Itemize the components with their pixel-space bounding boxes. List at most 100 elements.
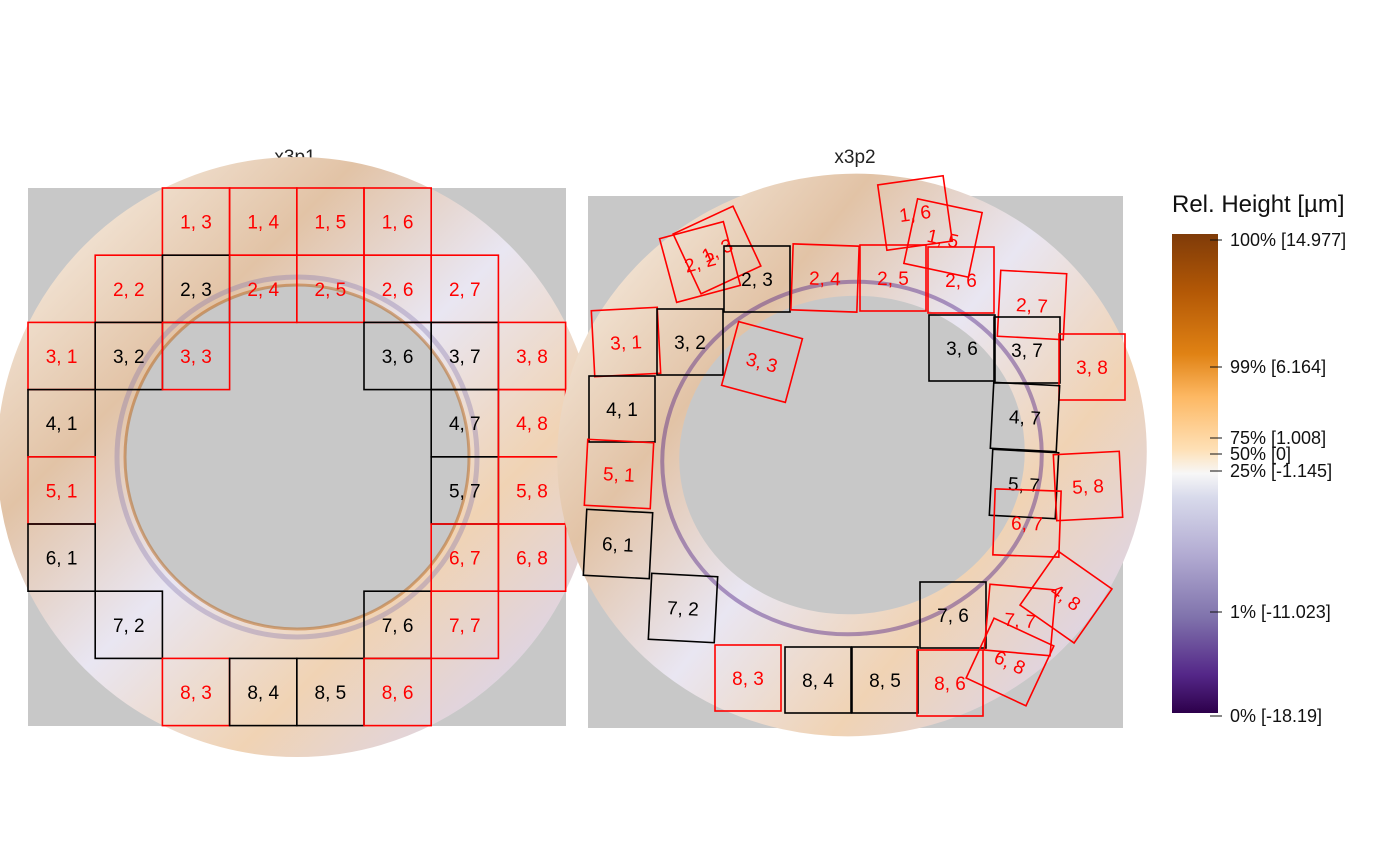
- grid-cell-label: 4, 7: [449, 414, 481, 435]
- panel-title-x3p2: x3p2: [834, 147, 875, 168]
- grid-cell-label: 4, 7: [1009, 407, 1042, 430]
- grid-cell: 2, 7: [996, 269, 1068, 341]
- grid-cell-label: 1, 6: [898, 202, 932, 227]
- grid-cell-box: [916, 649, 984, 717]
- grid-cell-label: 2, 5: [315, 280, 347, 301]
- grid-cell-label: 3, 7: [1011, 341, 1043, 362]
- grid-cell-label: 4, 8: [516, 414, 548, 435]
- grid-cell-box: [927, 246, 995, 314]
- grid-cell-label: 3, 2: [113, 347, 145, 368]
- grid-cell: 6, 8: [497, 523, 567, 592]
- grid-cell-label: 2, 6: [945, 271, 977, 292]
- grid-cell-label: 2, 7: [449, 280, 481, 301]
- grid-cell-label: 3, 1: [610, 332, 643, 355]
- legend-tick-label: 50% [0]: [1230, 444, 1291, 464]
- grid-cell: 3, 8: [1058, 333, 1126, 401]
- grid-cell: 7, 2: [647, 572, 719, 644]
- grid-cell-box: [672, 205, 762, 295]
- grid-cell: 6, 1: [27, 523, 96, 592]
- grid-cell-label: 3, 6: [382, 347, 414, 368]
- legend-tick-label: 99% [6.164]: [1230, 357, 1326, 377]
- grid-cell-box: [1058, 333, 1126, 401]
- grid-cell-box: [656, 308, 724, 376]
- grid-cell-box: [1018, 549, 1114, 645]
- grid-cell-label: 5, 1: [46, 481, 78, 502]
- grid-cell-label: 2, 3: [741, 270, 773, 291]
- grid-cell-label: 2, 4: [809, 268, 842, 290]
- grid-cell-box: [859, 244, 927, 312]
- grid-cell-box: [720, 320, 804, 404]
- grid-cell-box: [1052, 450, 1124, 522]
- grid-cell-label: 2, 6: [382, 280, 414, 301]
- grid-cell-label: 8, 3: [180, 683, 212, 704]
- grid-cell-label: 2, 3: [180, 280, 212, 301]
- colorscale-legend: Rel. Height [µm] 100% [14.977] 99% [6.164…: [1172, 191, 1346, 726]
- grid-cell-label: 7, 2: [667, 598, 700, 621]
- grid-cell: 8, 6: [916, 649, 984, 717]
- grid-cell-label: 3, 8: [1076, 358, 1108, 379]
- grid-cell-label: 3, 8: [516, 347, 548, 368]
- grid-cell-box: [497, 523, 567, 592]
- grid-cell-box: [851, 646, 919, 714]
- panel-x3p1: x3p1 1, 3 1, 4 1, 5 1, 62, 2 2, 3 2, 4 2, 5 2, …: [0, 147, 597, 757]
- grid-cell-label: 5, 1: [603, 464, 636, 487]
- grid-cell-label: 6, 8: [516, 549, 548, 570]
- grid-cell-label: 3, 3: [180, 347, 212, 368]
- grid-cell-box: [583, 438, 655, 510]
- grid-cell-label: 5, 8: [1072, 476, 1105, 499]
- grid-cell-label: 6, 1: [602, 534, 635, 557]
- cell-grid-x3p1: 1, 3 1, 4 1, 5 1, 6 2, 2 2, 3 2, 4 2, 5 2, 6 2, 7…: [27, 187, 567, 727]
- legend-colorbar: [1172, 234, 1218, 713]
- legend-tick-label: 0% [-18.19]: [1230, 706, 1322, 726]
- grid-cell-label: 2, 7: [1016, 295, 1049, 318]
- grid-cell-label: 3, 7: [449, 347, 481, 368]
- grid-cell-label: 7, 2: [113, 616, 145, 637]
- grid-cell-label: 4, 1: [606, 400, 638, 421]
- grid-cell-box: [784, 646, 852, 714]
- legend-ticks: 100% [14.977] 99% [6.164] 75% [1.008]50% […: [1210, 230, 1346, 726]
- grid-cell-label: 8, 6: [382, 683, 414, 704]
- grid-cell-label: 3, 2: [674, 333, 706, 354]
- grid-cell-label: 8, 5: [869, 671, 901, 692]
- grid-cell-box: [582, 508, 654, 580]
- grid-cell-box: [430, 590, 500, 660]
- grid-cell-box: [161, 321, 231, 391]
- surface-ring: [557, 173, 1147, 737]
- grid-cell: 8, 3: [714, 644, 782, 712]
- grid-cell-box: [714, 644, 782, 712]
- grid-cell-box: [993, 316, 1061, 384]
- grid-cell-label: 7, 6: [937, 606, 969, 627]
- grid-cell-box: [992, 488, 1062, 558]
- legend-tick-label: 25% [-1.145]: [1230, 461, 1332, 481]
- grid-cell: 6, 7: [992, 488, 1062, 558]
- grid-cell: 7, 2: [94, 590, 164, 660]
- grid-cell-box: [983, 583, 1057, 657]
- grid-cell-label: 5, 7: [449, 481, 481, 502]
- panel-x3p2: x3p2 1, 61, 52, 21, 32, 3 2, 4 2, 5 2, 62, …: [557, 147, 1147, 737]
- grid-cell-label: 1, 6: [382, 213, 414, 234]
- grid-cell-box: [94, 590, 164, 660]
- grid-cell: 2, 6: [927, 246, 995, 314]
- grid-cell: 7, 6: [919, 581, 987, 649]
- grid-cell-box: [988, 448, 1060, 520]
- grid-cell-label: 1, 4: [247, 213, 279, 234]
- grid-cell: 3, 6: [928, 314, 996, 382]
- grid-cell-label: 7, 6: [382, 616, 414, 637]
- grid-cell-box: [363, 657, 432, 727]
- grid-cell-label: 2, 4: [247, 280, 279, 301]
- grid-cell-box: [902, 197, 984, 279]
- grid-cell-label: 5, 7: [1008, 474, 1041, 497]
- grid-cell-label: 7, 7: [1003, 610, 1036, 634]
- grid-cell: 5, 8: [1052, 450, 1124, 522]
- grid-cell-label: 3, 1: [46, 347, 78, 368]
- grid-cell-box: [928, 314, 996, 382]
- grid-cell-label: 6, 1: [46, 549, 78, 570]
- grid-cell: 8, 5: [851, 646, 919, 714]
- grid-cell-label: 6, 7: [449, 549, 481, 570]
- grid-cell: 8, 6: [363, 657, 432, 727]
- grid-cell-label: 6, 7: [1011, 513, 1043, 535]
- grid-cell-box: [27, 523, 96, 592]
- grid-cell: 3, 3: [161, 321, 231, 391]
- grid-cell-label: 7, 7: [449, 616, 481, 637]
